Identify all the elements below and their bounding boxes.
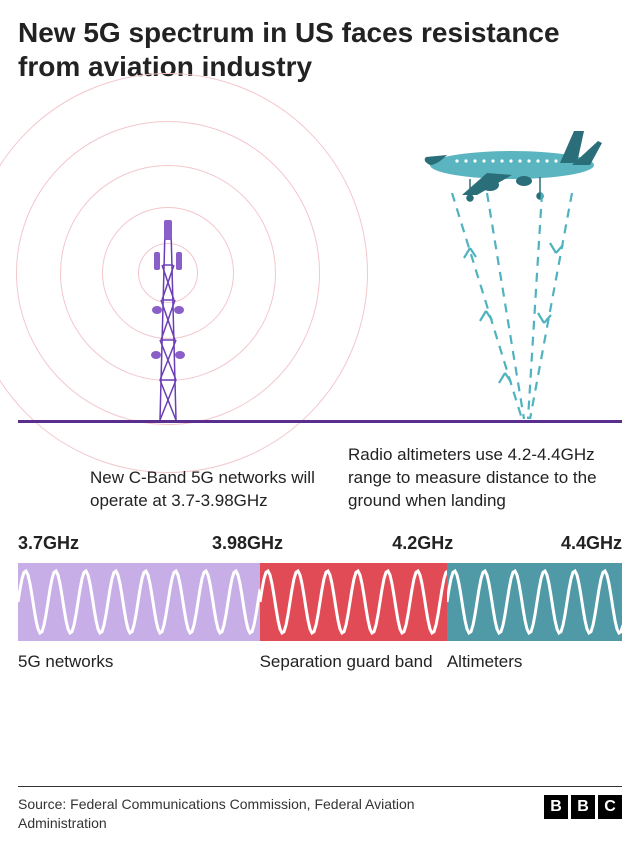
altimeter-signal-icon (412, 193, 592, 423)
band-labels: 5G networksSeparation guard bandAltimete… (18, 651, 622, 673)
spectrum-band (18, 563, 260, 641)
band-label: Separation guard band (260, 651, 447, 673)
spectrum-band (447, 563, 622, 641)
airplane-icon (402, 123, 602, 203)
freq-label: 3.7GHz (18, 533, 79, 554)
band-label: Altimeters (447, 651, 622, 673)
freq-label: 3.98GHz (212, 533, 283, 554)
bbc-logo-letter: B (571, 795, 595, 819)
freq-label: 4.4GHz (561, 533, 622, 554)
source-text: Source: Federal Communications Commissio… (18, 795, 458, 834)
footer: Source: Federal Communications Commissio… (18, 786, 622, 834)
page-title: New 5G spectrum in US faces resistance f… (0, 0, 640, 83)
spectrum-diagram: 3.7GHz 3.98GHz 4.2GHz 4.4GHz 5G networks… (18, 533, 622, 673)
freq-label: 4.2GHz (392, 533, 453, 554)
cell-tower-icon (148, 200, 188, 420)
frequency-labels: 3.7GHz 3.98GHz 4.2GHz 4.4GHz (18, 533, 622, 557)
spectrum-bands (18, 563, 622, 641)
caption-altimeter: Radio altimeters use 4.2-4.4GHz range to… (348, 444, 618, 513)
bbc-logo-letter: B (544, 795, 568, 819)
spectrum-band (260, 563, 447, 641)
caption-tower: New C-Band 5G networks will operate at 3… (90, 467, 320, 513)
diagram-scene: New C-Band 5G networks will operate at 3… (18, 83, 622, 513)
bbc-logo-letter: C (598, 795, 622, 819)
ground-line (18, 420, 622, 423)
bbc-logo: B B C (544, 795, 622, 819)
band-label: 5G networks (18, 651, 260, 673)
